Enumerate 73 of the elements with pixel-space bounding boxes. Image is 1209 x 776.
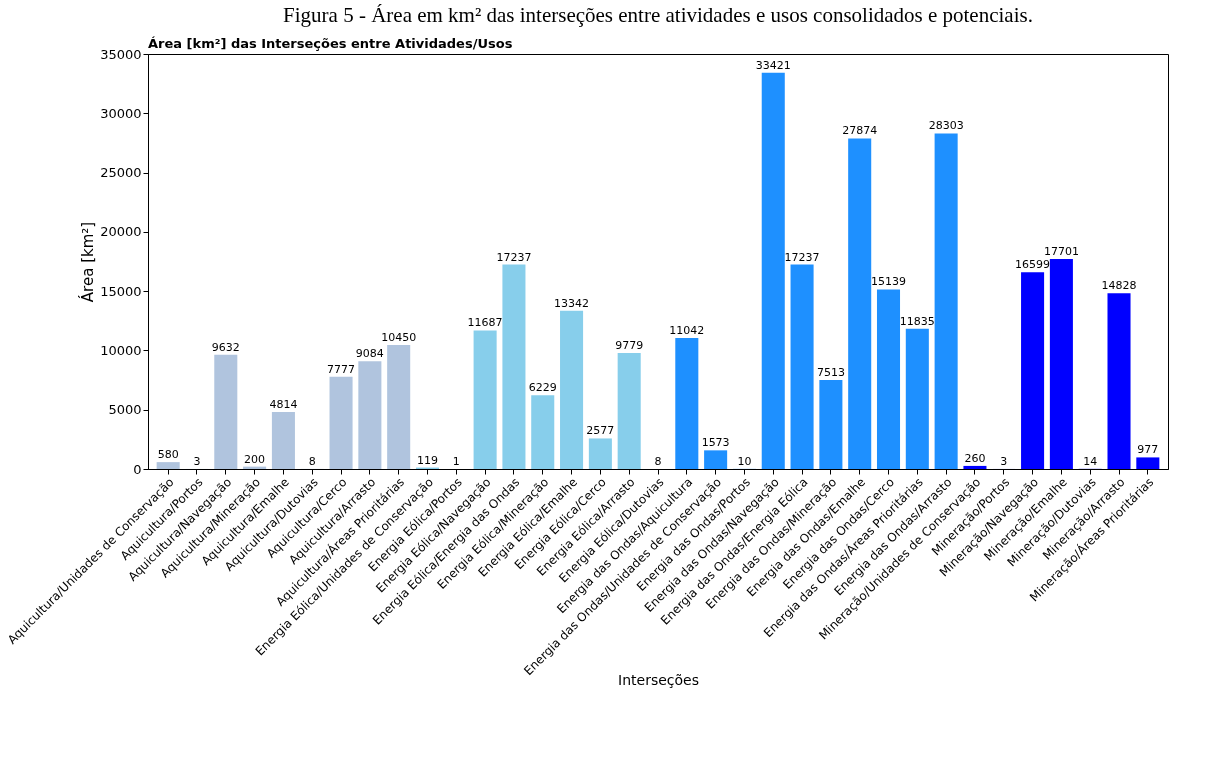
bar [358,361,382,469]
data-label: 14828 [1101,279,1137,293]
y-tick-label: 15000 [100,283,142,299]
data-label: 200 [244,452,266,466]
bar [963,465,987,469]
bar [819,379,843,469]
bar [560,310,584,469]
data-label: 2577 [586,424,615,438]
data-label: 8 [654,454,662,468]
data-label: 13342 [554,296,590,310]
bar [531,395,555,469]
y-tick-label: 5000 [108,402,142,418]
data-label: 9632 [211,340,240,354]
data-label: 3 [193,454,201,468]
data-label: 7513 [816,365,845,379]
bar [502,264,526,469]
bar [156,462,180,469]
data-label: 11042 [669,324,705,338]
y-tick-label: 30000 [100,105,142,121]
y-axis-title: Área [km²] [78,221,98,303]
data-label: 27874 [842,124,878,138]
y-tick-label: 0 [133,461,142,477]
data-label: 10 [737,454,752,468]
data-label: 9084 [355,347,384,361]
bar [934,133,958,469]
data-label: 260 [964,451,986,465]
data-label: 28303 [928,119,964,133]
bar [905,328,929,469]
data-label: 7777 [327,362,356,376]
x-axis-title: Interseções [618,671,699,688]
chart-title: Figura 5 - Área em km² das interseções entre atividades e usos consolidados e potenciais. [283,3,1033,27]
data-label: 119 [416,453,438,467]
data-label: 10450 [381,331,417,345]
data-label: 33421 [755,58,791,72]
y-tick-label: 20000 [100,224,142,240]
data-label: 977 [1137,443,1159,457]
bar [876,289,901,469]
bar [617,353,641,469]
data-label: 14 [1083,454,1098,468]
data-label: 1573 [701,436,730,450]
data-label: 4814 [269,397,298,411]
data-label: 9779 [615,339,644,353]
bar [848,138,872,469]
bar [387,345,411,469]
bar [1136,457,1160,469]
data-label: 16599 [1015,258,1051,272]
data-label: 580 [157,448,179,462]
data-label: 17701 [1043,245,1079,259]
data-label: 11835 [899,314,935,328]
bar [675,338,699,469]
data-label: 3 [1000,454,1008,468]
bar [761,72,785,469]
data-label: 8 [308,454,316,468]
chart-subtitle: Área [km²] das Interseções entre Atividades/Usos [148,36,513,51]
data-label: 17237 [784,250,820,264]
data-label: 17237 [496,250,532,264]
bar [790,264,814,469]
data-label: 1 [452,454,460,468]
bar [473,330,497,469]
bar [214,354,238,469]
data-label: 11687 [467,316,503,330]
bar [1021,272,1045,469]
y-tick-label: 25000 [100,165,142,181]
bar [704,450,728,469]
data-label: 6229 [528,381,557,395]
bar [1107,293,1131,469]
y-tick-label: 35000 [100,46,142,62]
bar [271,411,295,469]
bar [588,438,612,469]
data-label: 15139 [871,275,907,289]
bar [329,376,353,469]
bar [1049,259,1073,469]
y-tick-label: 10000 [100,342,142,358]
